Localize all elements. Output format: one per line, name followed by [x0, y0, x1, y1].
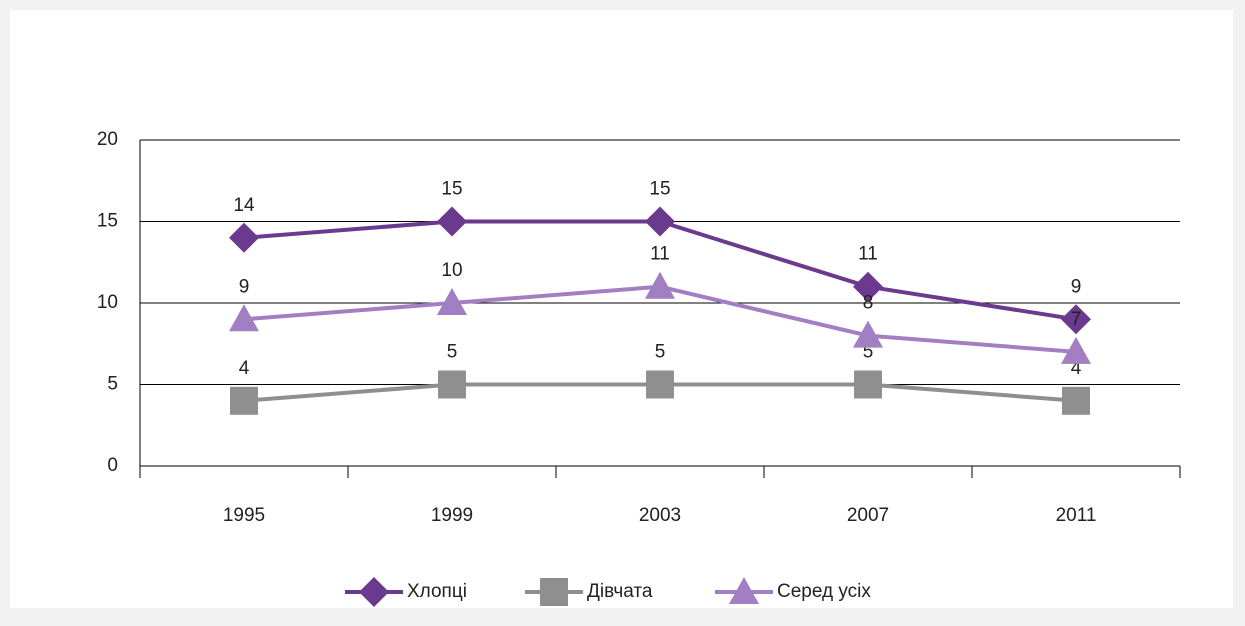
legend-label: Дівчата [587, 581, 653, 602]
data-label: 11 [650, 244, 670, 265]
data-label: 11 [858, 244, 878, 265]
marker [645, 271, 675, 299]
data-label: 7 [1071, 309, 1082, 330]
x-tick-label: 2003 [639, 505, 681, 526]
data-label: 5 [447, 342, 458, 363]
legend-label: Хлопці [407, 581, 467, 602]
marker [853, 320, 883, 348]
marker [230, 386, 258, 415]
y-tick-label: 10 [97, 292, 118, 313]
data-label: 15 [649, 179, 670, 200]
y-tick-label: 15 [97, 211, 118, 232]
marker [646, 370, 674, 399]
marker [229, 222, 259, 253]
data-label: 5 [655, 342, 666, 363]
marker [359, 577, 389, 607]
x-tick-label: 1999 [431, 505, 473, 526]
data-label: 15 [441, 179, 462, 200]
y-tick-label: 20 [97, 129, 118, 150]
x-tick-label: 1995 [223, 505, 265, 526]
data-label: 14 [233, 195, 255, 216]
marker [229, 304, 259, 332]
data-label: 8 [863, 293, 874, 314]
marker [729, 577, 759, 604]
marker [854, 370, 882, 399]
data-label: 5 [863, 342, 874, 363]
marker [540, 578, 568, 606]
data-label: 4 [239, 358, 250, 379]
y-tick-label: 5 [107, 374, 118, 395]
chart-area [10, 10, 1233, 608]
marker [1061, 304, 1091, 335]
marker [437, 206, 467, 237]
data-label: 9 [1071, 276, 1082, 297]
legend-label: Серед усіх [777, 581, 871, 602]
data-label: 10 [441, 260, 462, 281]
marker [1062, 386, 1090, 415]
marker [853, 271, 883, 302]
marker [645, 206, 675, 237]
data-label: 4 [1071, 358, 1082, 379]
x-tick-label: 2011 [1056, 505, 1097, 526]
data-label: 9 [239, 276, 250, 297]
marker [437, 288, 467, 315]
marker [1061, 336, 1091, 364]
marker [438, 370, 466, 399]
y-tick-label: 0 [107, 455, 118, 476]
x-tick-label: 2007 [847, 505, 889, 526]
